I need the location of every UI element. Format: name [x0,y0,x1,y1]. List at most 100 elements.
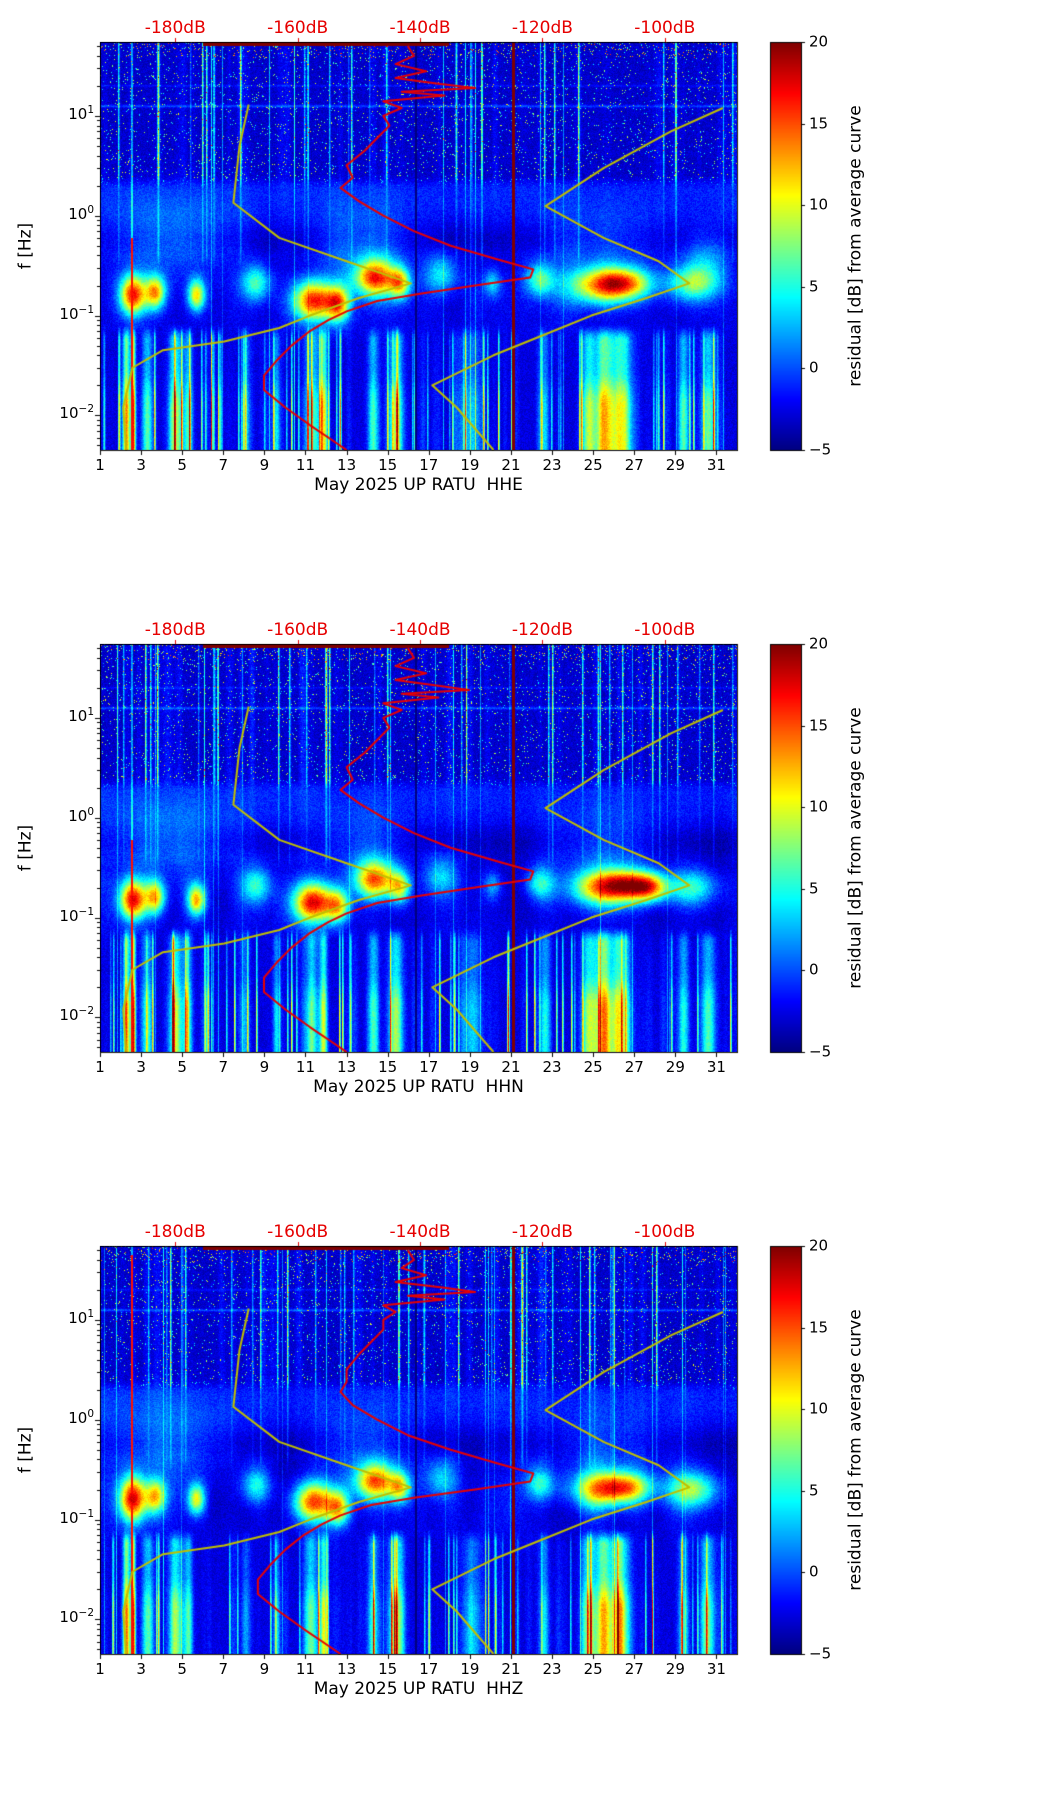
colorbar-tick-label: 10 [809,195,829,214]
x-tick-label: 21 [501,1058,521,1076]
x-tick-label: 27 [624,1058,644,1076]
colorbar-tick-label: 0 [809,358,819,377]
x-tick-label: 19 [460,456,480,474]
x-tick-label: 29 [665,456,685,474]
x-tick-label: 13 [337,456,357,474]
y-tick-exponent: 0 [87,805,94,818]
top-axis-tick-label: -100dB [634,18,696,38]
top-axis-tick-label: -160dB [267,620,329,640]
x-tick-label: 5 [177,456,187,474]
y-tick-exponent: −1 [78,1507,94,1520]
x-tick-label: 19 [460,1058,480,1076]
y-tick-base: 10 [59,906,79,925]
top-axis-tick-label: -160dB [267,1222,329,1242]
top-axis-tick-label: -180dB [144,1222,206,1242]
y-tick-base: 10 [59,1508,79,1527]
axes-overlay-canvas [0,602,1052,1204]
x-tick-label: 11 [295,456,316,474]
x-tick-label: 31 [706,1660,726,1678]
top-axis-tick-label: -140dB [389,1222,451,1242]
y-tick-label: 100 [36,805,94,825]
y-tick-label: 10−2 [36,404,94,421]
x-tick-label: 25 [583,456,603,474]
x-tick-label: 17 [419,1058,439,1076]
x-tick-label: 1 [95,1660,105,1678]
top-axis-tick-label: -120dB [511,620,573,640]
top-axis-tick-label: -120dB [511,18,573,38]
y-tick-label: 101 [36,105,94,122]
x-tick-label: 21 [501,456,521,474]
colorbar-title: residual [dB] from average curve [845,1309,866,1591]
colorbar-tick-label: 5 [809,1481,819,1500]
y-tick-base: 10 [59,404,79,423]
y-tick-label: 100 [36,1407,94,1427]
x-tick-label: 15 [378,1660,398,1678]
x-tick-label: 13 [337,1058,357,1076]
y-tick-label: 10−1 [36,906,94,925]
x-tick-label: 27 [624,456,644,474]
y-tick-label: 101 [36,1309,94,1326]
y-tick-label: 10−1 [36,304,94,322]
x-tick-label: 3 [136,1058,146,1076]
colorbar-tick-label: 20 [809,634,829,653]
colorbar-title: residual [dB] from average curve [845,707,866,989]
y-tick-label: 100 [36,203,94,222]
top-axis-tick-label: -100dB [634,620,696,640]
x-tick-label: 9 [259,456,270,474]
y-tick-base: 10 [68,806,88,825]
colorbar-tick-label: 0 [809,960,819,979]
top-axis-tick-label: -100dB [634,1222,696,1242]
y-axis-title: f [Hz] [15,824,36,872]
top-axis-tick-label: -180dB [144,18,206,38]
y-tick-exponent: 0 [87,203,94,216]
x-tick-label: 7 [218,456,229,474]
x-tick-label: 1 [95,456,105,474]
x-tick-label: 29 [665,1660,685,1678]
y-tick-label: 10−2 [36,1006,94,1023]
y-tick-base: 10 [68,1308,88,1327]
colorbar-tick-label: 15 [809,716,829,735]
spectrogram-panel-hhe: -180dB -160dB -140dB -120dB -100dB 101 100 10−1… [0,0,1052,602]
y-tick-base: 10 [68,1408,88,1427]
colorbar-tick-label: −5 [809,1644,832,1663]
x-tick-label: 19 [460,1660,480,1678]
x-tick-label: 13 [337,1660,357,1678]
colorbar-tick-label: 10 [809,797,829,816]
x-axis-title: May 2025 UP RATU HHE [314,475,523,495]
y-tick-exponent: −2 [78,403,94,416]
y-tick-label: 101 [36,707,94,724]
colorbar-tick-label: 20 [809,32,829,51]
colorbar-tick-label: 5 [809,277,819,296]
top-axis-tick-label: -140dB [389,620,451,640]
x-tick-label: 21 [501,1660,521,1678]
colorbar-tick-label: 10 [809,1399,829,1418]
axes-overlay-canvas [0,1204,1052,1806]
x-tick-label: 9 [259,1058,270,1076]
y-tick-label: 10−2 [36,1608,94,1625]
colorbar-title: residual [dB] from average curve [845,105,866,387]
x-tick-label: 9 [259,1660,270,1678]
x-tick-label: 27 [624,1660,644,1678]
x-tick-label: 17 [419,1660,439,1678]
x-tick-label: 1 [95,1058,105,1076]
x-tick-label: 11 [295,1058,316,1076]
x-tick-label: 25 [583,1660,603,1678]
spectrogram-panel-hhn: -180dB -160dB -140dB -120dB -100dB 101 100 10−1… [0,602,1052,1204]
top-axis-tick-label: -180dB [144,620,206,640]
y-tick-base: 10 [59,1006,79,1025]
x-tick-label: 31 [706,1058,726,1076]
y-tick-exponent: 0 [87,1407,94,1420]
colorbar-tick-label: 0 [809,1562,819,1581]
top-axis-tick-label: -140dB [389,18,451,38]
x-tick-label: 3 [136,1660,146,1678]
y-tick-label: 10−1 [36,1507,94,1527]
y-tick-exponent: 1 [87,103,94,116]
x-tick-label: 31 [706,456,726,474]
x-tick-label: 11 [295,1660,316,1678]
top-axis-tick-label: -120dB [511,1222,573,1242]
x-tick-label: 23 [542,456,562,474]
colorbar-tick-label: −5 [809,1042,832,1061]
colorbar-tick-label: 20 [809,1236,829,1255]
x-tick-label: 17 [419,456,439,474]
